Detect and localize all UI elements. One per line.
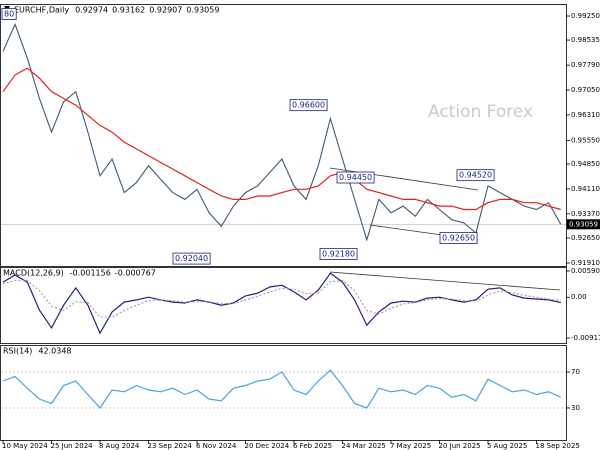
annotation-box	[439, 232, 478, 244]
x-tick-label: 18 Sep 2025	[536, 442, 580, 450]
series-line	[2, 22, 562, 242]
y-tick-label: 0.97790	[571, 61, 600, 69]
x-tick-label: 25 Jun 2024	[51, 442, 94, 450]
y-tick-label: 0.94850	[571, 160, 600, 168]
series-line	[2, 67, 561, 211]
macd-panel	[0, 267, 567, 344]
panel-title: RSI(14)	[3, 347, 32, 356]
y-tick-label: -0.009175	[571, 334, 600, 342]
y-tick-label: 30	[571, 404, 580, 412]
y-tick-label: 70	[571, 368, 580, 376]
y-tick-label: 0.99250	[571, 12, 600, 20]
annotation-box	[456, 169, 495, 182]
annotation-label: 0.92180	[322, 249, 355, 258]
indicator-reading: -0.000767	[115, 269, 156, 278]
panel-title: MACD(12,26,9)	[3, 269, 64, 278]
y-tick-label: 0.97050	[571, 86, 600, 94]
panel-title: EURCHF,Daily	[14, 6, 69, 15]
y-tick-label: 0.95550	[571, 136, 600, 144]
y-tick-label: 0.94110	[571, 185, 600, 193]
y-tick-label: 0.93370	[571, 210, 600, 218]
x-tick-label: 23 Sep 2024	[148, 442, 193, 450]
watermark: Action Forex	[428, 102, 533, 122]
indicator-reading: -0.001156	[70, 269, 111, 278]
annotation-label: 0.92040	[175, 254, 208, 263]
rsi-panel	[0, 345, 567, 441]
x-tick-label: 20 Dec 2024	[245, 442, 290, 450]
x-tick-label: 10 May 2024	[2, 442, 48, 450]
annotation-label: 80	[4, 10, 14, 19]
x-tick-label: 7 May 2025	[390, 442, 431, 450]
x-tick-label: 5 Aug 2025	[487, 442, 527, 450]
x-tick-label: 8 Aug 2024	[99, 442, 140, 450]
annotation-box	[319, 247, 358, 260]
series-line	[2, 369, 562, 409]
annotation-label: 0.96600	[292, 101, 325, 110]
annotation-box	[336, 171, 375, 184]
y-tick-label: 0.005907	[571, 267, 600, 275]
indicator-reading: 42.0348	[38, 347, 71, 356]
last-price-label: 0.93059	[569, 220, 598, 228]
series-line	[2, 279, 561, 318]
annotation-label: 0.94520	[459, 171, 492, 180]
y-tick-label: 0.96310	[571, 111, 600, 119]
x-tick-label: 24 Mar 2025	[342, 442, 386, 450]
annotation-box	[172, 252, 211, 265]
y-tick-label: 0.98535	[571, 36, 600, 44]
annotation-label: 0.92650	[442, 234, 475, 243]
indicator-reading: 0.93162	[112, 6, 145, 15]
indicator-reading: 0.92974	[75, 6, 108, 15]
indicator-reading: 0.93059	[186, 6, 219, 15]
indicator-reading: 0.92907	[149, 6, 182, 15]
y-tick-label: 0.00	[571, 293, 587, 301]
last-price-box	[567, 219, 600, 230]
trendline	[329, 271, 561, 291]
x-tick-label: 6 Nov 2024	[196, 442, 237, 450]
y-tick-label: 0.92650	[571, 234, 600, 242]
y-tick-label: 0.91910	[571, 259, 600, 267]
price-panel	[0, 4, 567, 267]
x-tick-label: 6 Feb 2025	[293, 442, 332, 450]
annotation-label: 0.94450	[339, 173, 372, 182]
annotation-box	[1, 8, 17, 20]
annotation-box	[289, 99, 328, 112]
x-tick-label: 20 Jun 2025	[439, 442, 481, 450]
